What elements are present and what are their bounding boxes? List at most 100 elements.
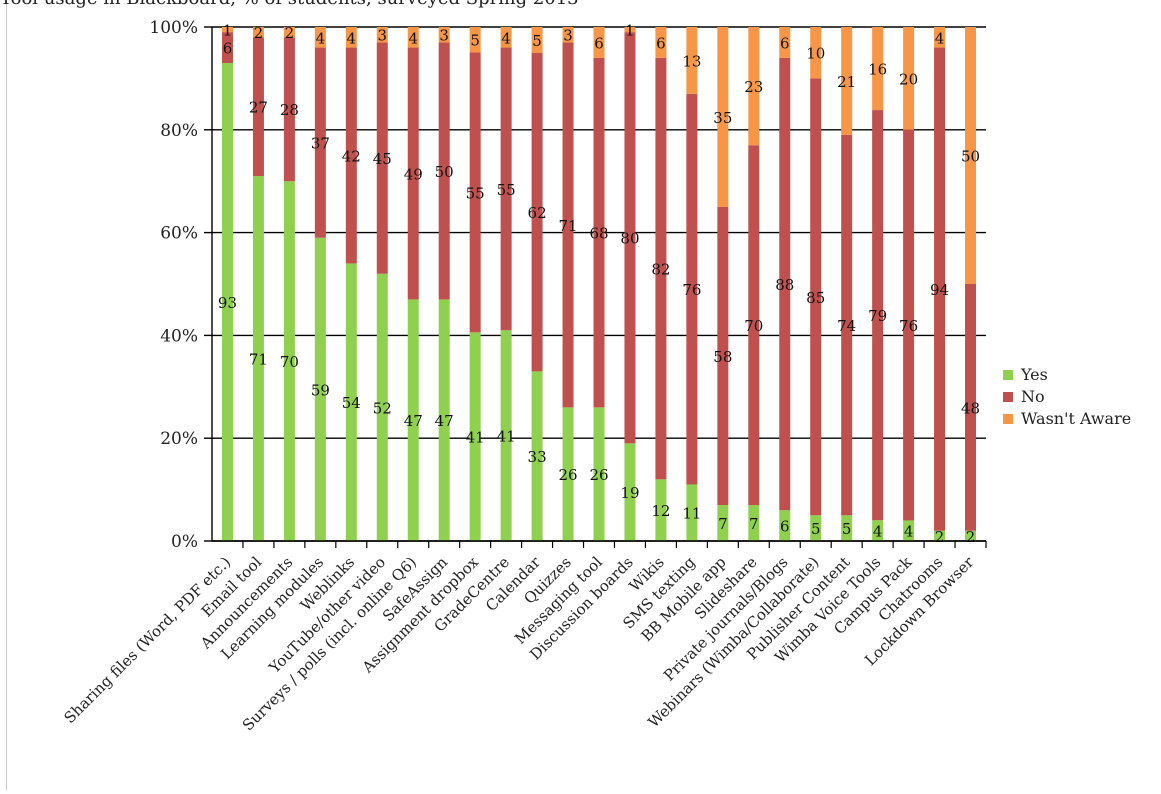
data-label: 26 [589,466,608,484]
bar-segment [252,176,264,541]
data-label: 49 [404,165,423,183]
data-label: 48 [961,399,980,417]
bar-segment [252,27,264,38]
bar-segment [717,505,729,541]
data-label: 52 [373,399,392,417]
bar-segment [686,27,698,94]
data-label: 88 [775,276,794,294]
bar-segment [841,27,853,135]
y-tick-label: 20% [160,429,198,449]
legend: Yes No Wasn't Aware [1003,365,1131,428]
bar-segment [934,530,946,541]
data-label: 62 [528,204,547,222]
data-label: 71 [558,217,577,235]
bar-segment [314,47,326,238]
bar-segment [562,42,574,408]
data-label: 80 [620,230,639,248]
bar-segment [717,206,729,506]
bar-segment [686,484,698,541]
bar-segment [314,237,326,542]
bar-segment [810,78,822,516]
data-label: 12 [651,502,670,520]
bar-segment [593,27,605,58]
data-label: 4 [347,29,357,47]
bar-segment [438,299,450,541]
bar-segment [934,27,946,48]
legend-swatch [1003,392,1013,402]
bar-segment [562,27,574,43]
bar-segment [593,57,605,408]
x-tick-labels: Sharing files (Word, PDF etc.)Email tool… [60,552,977,734]
data-label: 71 [249,351,268,369]
bar-segment [500,47,512,331]
bar-segment [903,520,915,541]
frame-border [6,0,7,790]
bar-segment [500,27,512,48]
data-label: 21 [837,73,856,91]
data-label: 59 [311,381,330,399]
data-label: 3 [439,27,449,45]
data-label: 4 [408,29,418,47]
data-label: 10 [806,45,825,63]
bars: 9361712727028259374544245245347494475034… [218,22,980,546]
data-label: 5 [532,32,542,50]
data-label: 42 [342,148,361,166]
data-label: 3 [378,27,388,45]
bar-segment [376,27,388,43]
data-label: 16 [868,61,887,79]
bar-segment [407,47,419,300]
bar-segment [438,27,450,43]
y-tick-label: 100% [149,18,198,38]
bar-segment [531,52,543,372]
bar-segment [779,57,791,511]
y-tick-labels: 0% 20% 40% 60% 80% 100% [149,18,198,552]
data-label: 94 [930,281,949,299]
data-label: 11 [682,505,701,523]
legend-swatch [1003,414,1013,424]
bar-segment [624,27,636,33]
bar-segment [593,407,605,541]
data-label: 5 [470,32,480,50]
data-label: 45 [373,150,392,168]
bar-segment [655,57,667,480]
bar-segment [283,181,295,541]
bar-segment [810,515,822,541]
bar-segment [469,332,481,541]
data-label: 6 [223,40,233,58]
data-label: 55 [497,181,516,199]
legend-swatch [1003,370,1013,380]
bar-segment [903,129,915,521]
data-label: 1 [223,22,233,40]
bar-segment [283,37,295,182]
data-label: 4 [873,523,883,541]
data-label: 4 [316,29,326,47]
data-label: 76 [899,317,918,335]
data-label: 2 [285,24,295,42]
data-label: 6 [656,34,666,52]
bar-segment [934,47,946,531]
bar-segment [407,299,419,541]
bar-segment [469,27,481,53]
bar-segment [438,42,450,300]
data-label: 26 [558,466,577,484]
bar-segment [345,263,357,541]
data-label: 47 [435,412,454,430]
bar-segment [221,62,233,541]
bar-segment [252,37,264,177]
bar-segment [841,515,853,541]
legend-label: No [1021,387,1045,406]
bar-segment [376,273,388,541]
data-label: 19 [620,484,639,502]
data-label: 70 [280,353,299,371]
data-label: 5 [811,520,821,538]
bar-segment [624,32,636,444]
legend-label: Yes [1020,365,1048,384]
bar-segment [965,530,977,541]
bar-segment [221,32,233,63]
bar-segment [779,27,791,58]
data-label: 28 [280,101,299,119]
bar-segment [283,27,295,38]
data-label: 2 [966,528,976,546]
